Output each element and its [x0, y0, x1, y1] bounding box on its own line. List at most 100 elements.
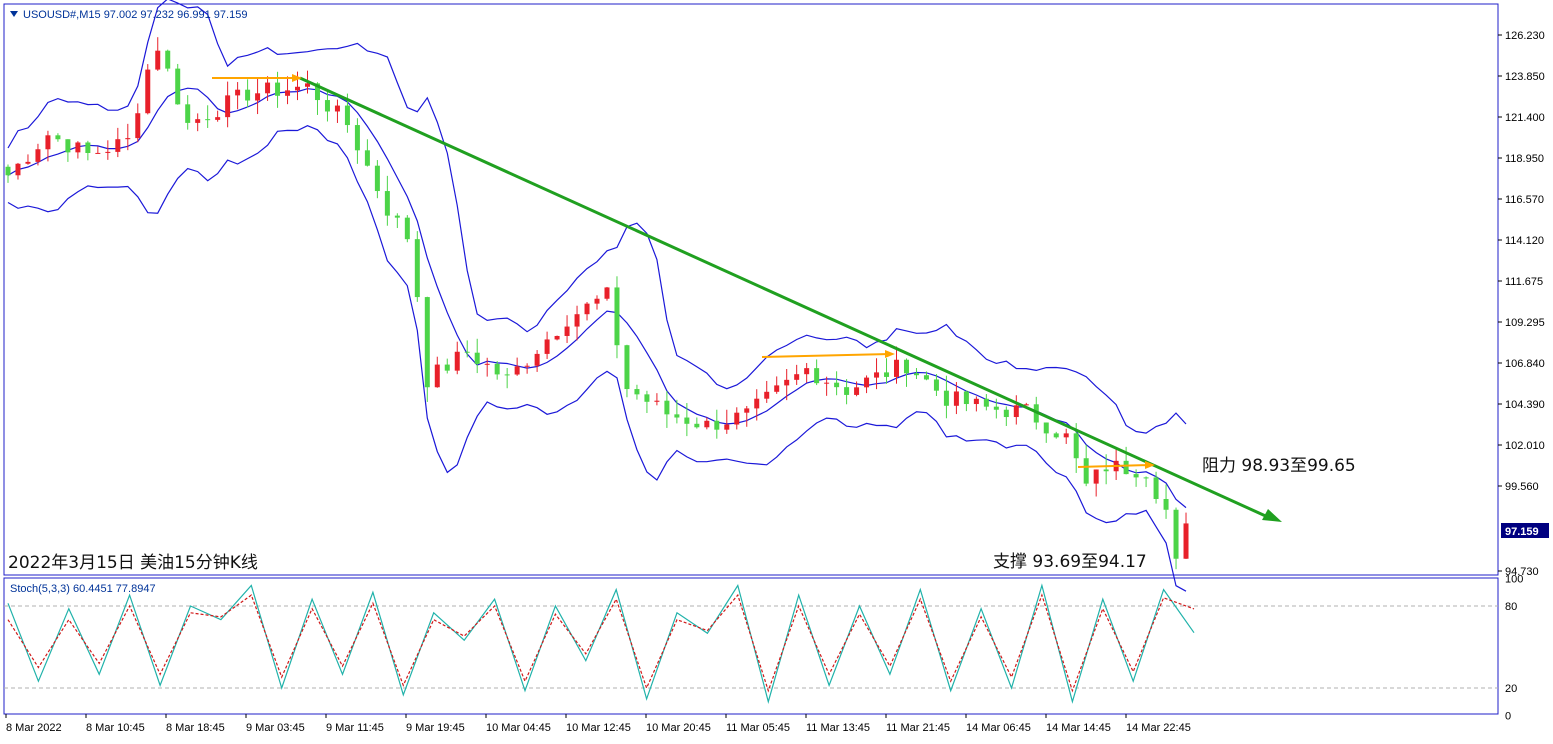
price-tick-label: 109.295 [1505, 317, 1545, 329]
candle-body [973, 398, 979, 405]
candle-body [1123, 460, 1129, 475]
candle-body [734, 412, 740, 425]
candle-body [724, 424, 730, 430]
current-price-label: 97.159 [1505, 526, 1539, 538]
bollinger-middle [7, 87, 1187, 509]
resistance-ray-1-arrow [292, 74, 302, 82]
price-tick-label: 118.950 [1505, 153, 1544, 165]
candle-body [255, 93, 261, 101]
stoch-label: Stoch(5,3,3) 60.4451 77.8947 [10, 583, 156, 595]
candle-body [95, 152, 101, 154]
stoch-tick-label: 20 [1505, 683, 1517, 695]
resistance-annotation: 阻力 98.93至99.65 [1202, 456, 1356, 476]
candle-body [874, 372, 880, 378]
candle-body [744, 408, 750, 413]
main-pane-frame [3, 3, 1499, 576]
candle-body [75, 142, 81, 153]
time-tick-label: 14 Mar 22:45 [1126, 722, 1191, 734]
candle-body [105, 151, 111, 153]
stoch-lines [7, 583, 1195, 704]
candle-body [434, 364, 440, 388]
candle-body [674, 414, 680, 418]
candle-body [444, 364, 450, 371]
price-tick-label: 121.400 [1505, 112, 1545, 124]
time-tick-label: 10 Mar 20:45 [646, 722, 711, 734]
candle-body [624, 345, 630, 390]
candle-body [265, 82, 271, 94]
candle-body [834, 382, 840, 388]
candle-body [344, 105, 350, 126]
candle-body [494, 363, 500, 375]
candle-body [1083, 458, 1089, 484]
time-tick-label: 11 Mar 05:45 [726, 722, 790, 734]
candle-body [314, 83, 320, 101]
resistance-ray-3 [1077, 464, 1151, 468]
time-tick-label: 9 Mar 11:45 [326, 722, 384, 734]
price-tick-label: 102.010 [1505, 440, 1545, 452]
candle-body [953, 391, 959, 406]
candle-body [764, 391, 770, 399]
candle-body [1003, 409, 1009, 418]
resistance-ray-2 [761, 353, 891, 358]
stoch-pane-frame [3, 577, 1499, 715]
candle-body [564, 326, 570, 336]
candle-body [235, 89, 241, 96]
candle-body [754, 398, 760, 409]
candle-body [584, 303, 590, 315]
candle-body [684, 417, 690, 424]
stoch-axis: 100 80 20 0 [1505, 574, 1523, 723]
candle-body [913, 373, 919, 376]
candle-body [155, 50, 161, 70]
candle-body [1043, 422, 1049, 434]
candle-body [354, 125, 360, 151]
candle-body [85, 142, 91, 153]
candle-body [504, 374, 510, 376]
bollinger-lower [7, 125, 1187, 592]
candle-body [424, 297, 430, 388]
candle-body [1073, 433, 1079, 459]
candle-body [704, 420, 710, 428]
price-axis: 126.230 123.850 121.400 118.950 116.570 114.1… [1498, 30, 1545, 578]
candle-body [923, 375, 929, 380]
candles [5, 37, 1189, 570]
time-tick-label: 9 Mar 03:45 [246, 722, 305, 734]
candle-body [245, 89, 251, 101]
candle-body [694, 423, 700, 428]
candle-body [554, 335, 560, 340]
bollinger-bands [7, 0, 1187, 592]
candle-body [175, 68, 181, 105]
stoch-k-line [7, 583, 1195, 704]
stoch-d-line [7, 593, 1195, 693]
price-tick-label: 126.230 [1505, 30, 1545, 42]
triangle-down-icon[interactable] [10, 11, 18, 17]
candle-body [854, 387, 860, 395]
bollinger-upper [7, 0, 1187, 434]
trendline-arrow-head [1262, 509, 1282, 522]
candle-body [654, 400, 660, 402]
candle-body [1143, 477, 1149, 479]
candle-body [824, 382, 830, 384]
time-tick-label: 8 Mar 10:45 [86, 722, 145, 734]
candle-body [1093, 469, 1099, 484]
candle-body [65, 139, 71, 153]
candle-body [135, 113, 141, 139]
price-tick-label: 106.840 [1505, 358, 1545, 370]
candle-body [285, 90, 291, 96]
candle-body [55, 135, 61, 140]
candle-body [1133, 474, 1139, 478]
candle-body [45, 135, 51, 150]
candle-body [5, 166, 11, 176]
candle-body [275, 82, 281, 96]
candle-body [404, 217, 410, 240]
candle-body [514, 366, 520, 375]
candle-body [295, 86, 301, 91]
candle-body [804, 368, 810, 375]
candle-body [384, 191, 390, 216]
candle-body [185, 104, 191, 123]
candle-body [993, 406, 999, 410]
candle-body [1023, 404, 1029, 406]
candle-body [394, 215, 400, 218]
stoch-tick-label: 80 [1505, 601, 1517, 613]
stoch-tick-label: 100 [1505, 574, 1523, 586]
